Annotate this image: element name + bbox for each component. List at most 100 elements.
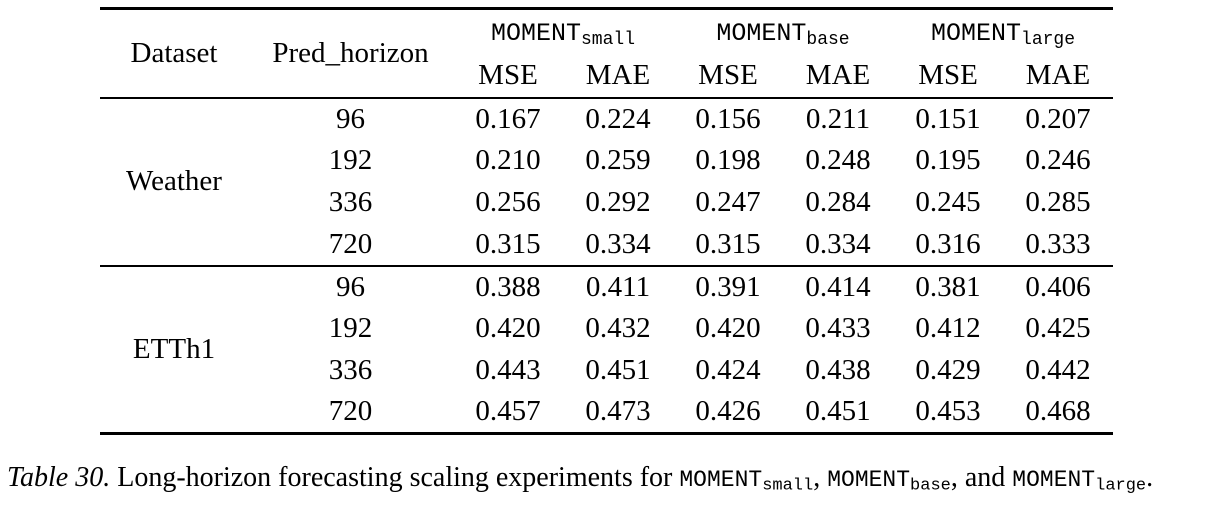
caption-text-segment: . <box>1146 462 1154 493</box>
mse-value-cell: 0.198 <box>695 144 761 176</box>
mse-value-cell: 0.388 <box>475 270 541 303</box>
mse-value-cell: 0.381 <box>915 270 981 303</box>
pred-horizon-cell: 192 <box>328 144 373 176</box>
mae-value-cell: 0.292 <box>585 186 651 218</box>
mse-value-cell: 0.429 <box>915 354 981 386</box>
mse-value-cell: 0.195 <box>915 144 981 176</box>
mae-value-cell: 0.425 <box>1025 312 1091 344</box>
mse-value-cell: 0.167 <box>475 102 541 135</box>
model-name-label: MOMENT <box>931 18 1022 48</box>
table-caption: Table 30. Long-horizon forecasting scali… <box>7 462 1215 496</box>
mse-value-cell: 0.391 <box>695 270 761 303</box>
model-size-subscript: small <box>762 476 814 496</box>
table-row: 720 0.315 0.334 0.315 0.334 0.316 0.333 <box>100 224 1113 266</box>
model-size-subscript: large <box>1021 29 1076 50</box>
mse-value-cell: 0.316 <box>915 227 981 260</box>
mae-value-cell: 0.473 <box>585 395 651 428</box>
model-size-subscript: base <box>806 29 850 50</box>
pred-horizon-cell: 720 <box>328 395 373 428</box>
dataset-block: Weather 96 0.167 0.224 0.156 0.211 0.151 0.207 1… <box>100 98 1113 266</box>
header-group-row: Dataset Pred_horizon MOMENTsmall MOMENTb… <box>100 9 1113 69</box>
mse-value-cell: 0.315 <box>475 227 541 260</box>
column-header-mse: MSE <box>478 59 538 91</box>
mae-value-cell: 0.414 <box>805 270 871 303</box>
table-row: 336 0.256 0.292 0.247 0.284 0.245 0.285 <box>100 182 1113 224</box>
column-header-mae: MAE <box>805 59 871 91</box>
dataset-name-cell: ETTh1 <box>132 332 216 365</box>
table-row: 720 0.457 0.473 0.426 0.451 0.453 0.468 <box>100 392 1113 434</box>
mse-value-cell: 0.453 <box>915 395 981 428</box>
model-name-label: MOMENT <box>716 18 807 48</box>
mae-value-cell: 0.211 <box>805 102 871 135</box>
mae-value-cell: 0.224 <box>585 102 651 135</box>
mse-value-cell: 0.256 <box>475 186 541 218</box>
pred-horizon-cell: 96 <box>336 270 365 303</box>
table-row: Weather 96 0.167 0.224 0.156 0.211 0.151 0.207 <box>100 98 1113 198</box>
caption-text-segment: , <box>813 462 828 493</box>
mae-value-cell: 0.432 <box>585 312 651 344</box>
mae-value-cell: 0.333 <box>1025 227 1091 260</box>
caption-label: Table 30. <box>7 462 111 493</box>
mse-value-cell: 0.315 <box>695 227 761 260</box>
mse-value-cell: 0.151 <box>915 102 981 135</box>
model-name-label: MOMENT <box>1012 467 1096 493</box>
column-header-mse: MSE <box>918 59 978 91</box>
caption-text-segment: , and <box>950 462 1013 493</box>
model-name-label: MOMENT <box>490 18 581 48</box>
pred-horizon-cell: 96 <box>336 102 365 135</box>
mae-value-cell: 0.406 <box>1025 270 1091 303</box>
caption-text-segment: Long-horizon forecasting scaling experim… <box>110 462 680 493</box>
mse-value-cell: 0.210 <box>475 144 541 176</box>
column-group-moment-base: MOMENTbase <box>673 9 893 55</box>
column-header-mae: MAE <box>585 59 651 91</box>
mse-value-cell: 0.426 <box>695 395 761 428</box>
model-name-label: MOMENT <box>679 467 763 493</box>
header-metric-row: MSE MAE MSE MAE MSE MAE <box>100 55 1113 98</box>
mae-value-cell: 0.442 <box>1025 354 1091 386</box>
pred-horizon-cell: 336 <box>328 354 373 386</box>
column-header-pred-horizon: Pred_horizon <box>272 36 429 69</box>
column-header-dataset: Dataset <box>130 36 218 69</box>
pred-horizon-cell: 192 <box>328 312 373 344</box>
mae-value-cell: 0.246 <box>1025 144 1091 176</box>
mse-value-cell: 0.420 <box>695 312 761 344</box>
column-header-mse: MSE <box>698 59 758 91</box>
mse-value-cell: 0.412 <box>915 312 981 344</box>
mse-value-cell: 0.245 <box>915 186 981 218</box>
mae-value-cell: 0.248 <box>805 144 871 176</box>
model-size-subscript: large <box>1095 476 1147 496</box>
mae-value-cell: 0.468 <box>1025 395 1091 428</box>
mse-value-cell: 0.156 <box>695 102 761 135</box>
mae-value-cell: 0.285 <box>1025 186 1091 218</box>
dataset-name-cell: Weather <box>126 165 222 197</box>
model-size-subscript: base <box>910 476 951 496</box>
mae-value-cell: 0.207 <box>1025 102 1091 135</box>
table-row: 192 0.420 0.432 0.420 0.433 0.412 0.425 <box>100 308 1113 350</box>
results-table: Dataset Pred_horizon MOMENTsmall MOMENTb… <box>100 7 1114 435</box>
mae-value-cell: 0.411 <box>585 270 651 303</box>
mae-value-cell: 0.334 <box>585 227 651 260</box>
mae-value-cell: 0.284 <box>805 186 871 218</box>
column-group-moment-small: MOMENTsmall <box>453 9 673 55</box>
dataset-block: ETTh1 96 0.388 0.411 0.391 0.414 0.381 0.406 192… <box>100 265 1114 434</box>
mse-value-cell: 0.424 <box>695 354 761 386</box>
table-row: ETTh1 96 0.388 0.411 0.391 0.414 0.381 0.406 <box>100 266 1113 365</box>
mae-value-cell: 0.433 <box>805 312 871 344</box>
mse-value-cell: 0.247 <box>695 186 761 218</box>
caption-text: Long-horizon forecasting scaling experim… <box>110 462 1154 496</box>
mae-value-cell: 0.334 <box>805 227 871 260</box>
model-name-label: MOMENT <box>827 467 911 493</box>
mae-value-cell: 0.259 <box>585 144 651 176</box>
mse-value-cell: 0.457 <box>475 395 541 428</box>
table-header: Dataset Pred_horizon MOMENTsmall MOMENTb… <box>100 9 1114 98</box>
results-table-wrapper: Dataset Pred_horizon MOMENTsmall MOMENTb… <box>100 7 1114 435</box>
table-row: 336 0.443 0.451 0.424 0.438 0.429 0.442 <box>100 350 1113 392</box>
model-size-subscript: small <box>581 29 636 50</box>
table-row: 192 0.210 0.259 0.198 0.248 0.195 0.246 <box>100 140 1113 182</box>
mse-value-cell: 0.443 <box>475 354 541 386</box>
pred-horizon-cell: 720 <box>328 227 373 260</box>
pred-horizon-cell: 336 <box>328 186 373 218</box>
column-group-moment-large: MOMENTlarge <box>893 9 1113 55</box>
mae-value-cell: 0.451 <box>805 395 871 428</box>
mae-value-cell: 0.451 <box>585 354 651 386</box>
